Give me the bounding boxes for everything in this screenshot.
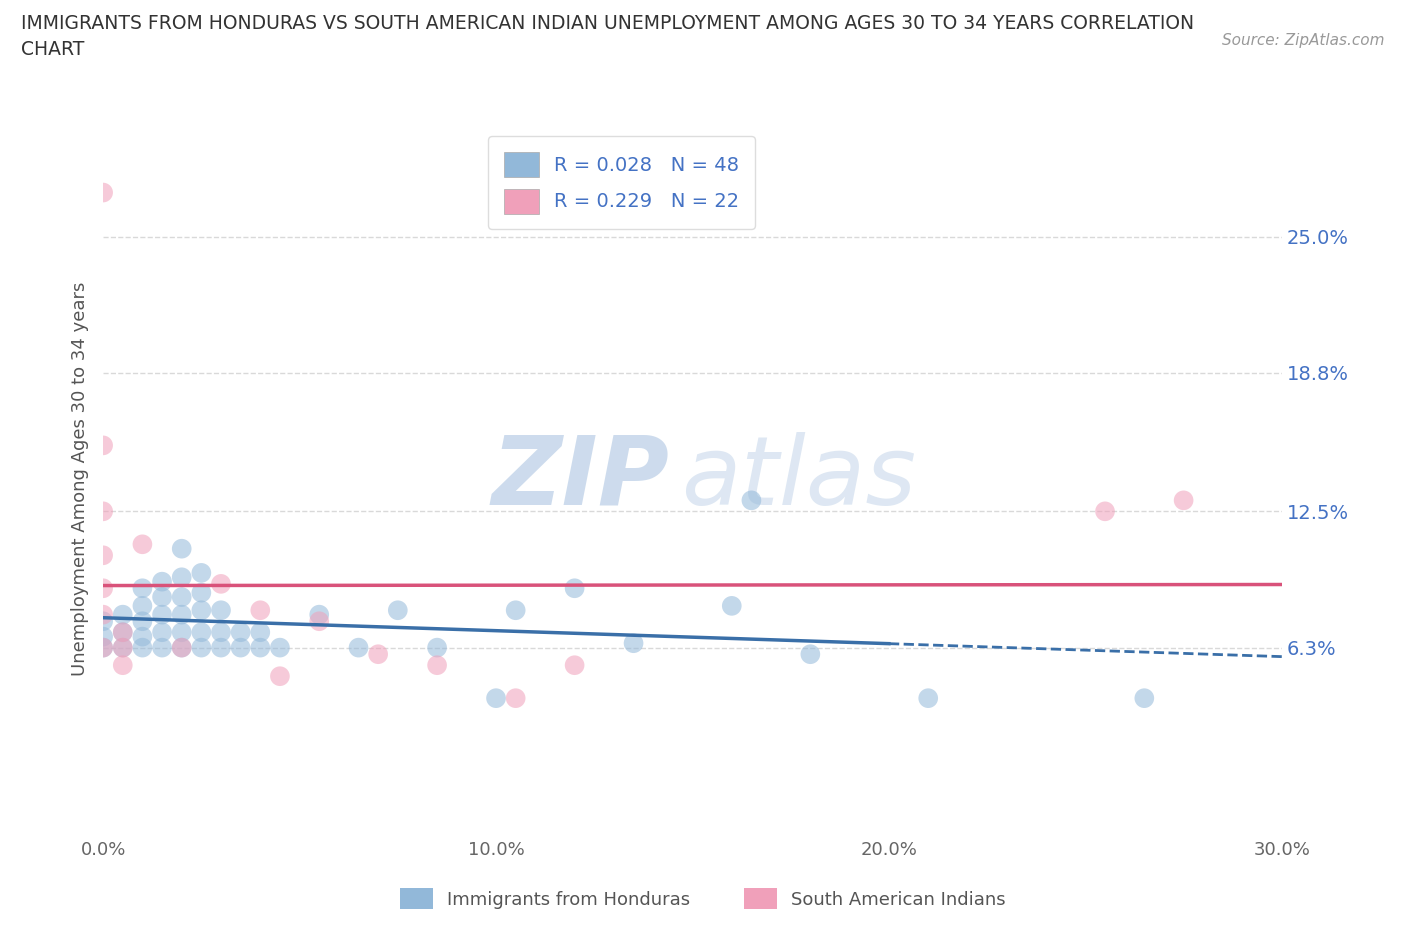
Legend: R = 0.028   N = 48, R = 0.229   N = 22: R = 0.028 N = 48, R = 0.229 N = 22 — [488, 137, 755, 229]
Point — [209, 625, 232, 640]
Point — [91, 438, 114, 453]
Point — [308, 614, 330, 629]
Point — [170, 570, 193, 585]
Point — [91, 630, 114, 644]
Point — [131, 640, 153, 655]
Text: IMMIGRANTS FROM HONDURAS VS SOUTH AMERICAN INDIAN UNEMPLOYMENT AMONG AGES 30 TO : IMMIGRANTS FROM HONDURAS VS SOUTH AMERIC… — [21, 14, 1194, 60]
Point — [426, 658, 449, 672]
Point — [799, 646, 821, 661]
Point — [564, 581, 586, 596]
Point — [1173, 493, 1195, 508]
Point — [249, 625, 271, 640]
Point — [564, 658, 586, 672]
Point — [111, 625, 134, 640]
Point — [131, 630, 153, 644]
Point — [111, 640, 134, 655]
Point — [131, 614, 153, 629]
Point — [623, 636, 645, 651]
Point — [170, 640, 193, 655]
Point — [150, 607, 173, 622]
Point — [150, 625, 173, 640]
Point — [308, 607, 330, 622]
Point — [387, 603, 409, 618]
Point — [229, 625, 252, 640]
Point — [150, 590, 173, 604]
Point — [91, 185, 114, 200]
Point — [91, 504, 114, 519]
Point — [91, 548, 114, 563]
Point — [131, 598, 153, 613]
Point — [269, 640, 291, 655]
Point — [111, 607, 134, 622]
Point — [485, 691, 508, 706]
Point — [190, 585, 212, 600]
Point — [190, 640, 212, 655]
Point — [209, 640, 232, 655]
Point — [347, 640, 370, 655]
Point — [170, 640, 193, 655]
Text: atlas: atlas — [681, 432, 915, 525]
Point — [170, 590, 193, 604]
Point — [229, 640, 252, 655]
Point — [720, 598, 742, 613]
Point — [91, 581, 114, 596]
Point — [111, 640, 134, 655]
Point — [190, 625, 212, 640]
Legend: Immigrants from Honduras, South American Indians: Immigrants from Honduras, South American… — [392, 881, 1014, 916]
Point — [367, 646, 389, 661]
Point — [269, 669, 291, 684]
Point — [150, 640, 173, 655]
Point — [170, 607, 193, 622]
Point — [91, 614, 114, 629]
Point — [505, 691, 527, 706]
Point — [740, 493, 762, 508]
Point — [917, 691, 939, 706]
Point — [426, 640, 449, 655]
Point — [131, 581, 153, 596]
Point — [111, 625, 134, 640]
Point — [249, 640, 271, 655]
Point — [170, 625, 193, 640]
Point — [505, 603, 527, 618]
Point — [190, 565, 212, 580]
Point — [170, 541, 193, 556]
Point — [131, 537, 153, 551]
Text: ZIP: ZIP — [491, 432, 669, 525]
Text: Source: ZipAtlas.com: Source: ZipAtlas.com — [1222, 33, 1385, 47]
Point — [209, 577, 232, 591]
Point — [111, 658, 134, 672]
Point — [190, 603, 212, 618]
Point — [1133, 691, 1156, 706]
Point — [150, 574, 173, 589]
Point — [91, 640, 114, 655]
Point — [209, 603, 232, 618]
Point — [1094, 504, 1116, 519]
Point — [91, 607, 114, 622]
Point — [91, 640, 114, 655]
Point — [249, 603, 271, 618]
Y-axis label: Unemployment Among Ages 30 to 34 years: Unemployment Among Ages 30 to 34 years — [72, 281, 89, 675]
